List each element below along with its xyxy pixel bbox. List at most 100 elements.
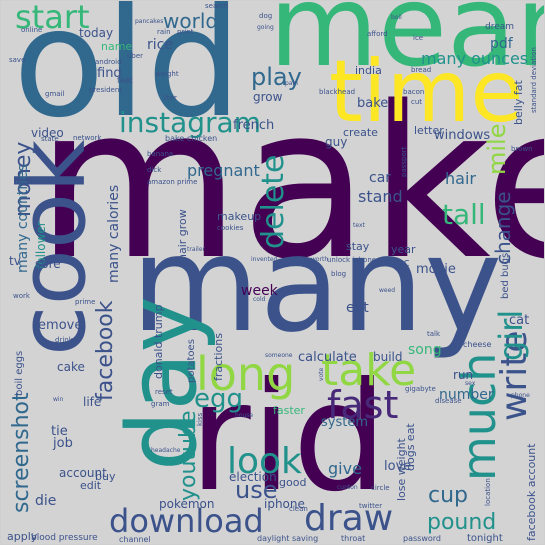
word-create: create [343, 126, 378, 139]
word-dog: dog [259, 12, 273, 20]
word-blog: blog [331, 270, 347, 278]
word-pound: pound [427, 510, 497, 535]
word-dream: dream [485, 22, 515, 32]
word-calculate: calculate [298, 350, 357, 365]
word-facebook: facebook [93, 300, 118, 401]
word-print: print [177, 28, 194, 36]
word-password: password [403, 534, 441, 543]
word-pregnant: pregnant [187, 161, 260, 180]
word-french: french [233, 118, 275, 133]
word-throat: throat [341, 534, 366, 543]
word-buy: buy [95, 470, 116, 483]
word-afford: afford [367, 30, 388, 38]
word-trailer: trailer [187, 246, 205, 253]
word-circle: circle [371, 484, 390, 492]
word-system: system [321, 415, 368, 430]
word-long: long [196, 347, 296, 401]
word-feet: feet [117, 76, 133, 85]
word-download: download [109, 502, 264, 540]
word-week: week [241, 283, 278, 299]
word-save: save [9, 56, 26, 64]
word-grow: grow [253, 90, 283, 104]
word-pokemon: pokemon [159, 497, 215, 511]
word-cunton: cunton [337, 484, 358, 491]
word-cheese: cheese [463, 340, 492, 349]
word-clean: clean [289, 505, 308, 513]
word-cut: cut [411, 98, 423, 106]
word-year: year [391, 243, 416, 256]
word-gram: gram [151, 400, 170, 408]
word-potatoes: potatoes [186, 339, 197, 383]
word-work: work [13, 292, 30, 300]
word-start: start [15, 0, 90, 36]
word-channel: channel [119, 535, 151, 544]
word-windows: windows [434, 128, 491, 143]
word-tv: tv [9, 254, 21, 268]
word-unlock-iphone: unlock iphone [327, 256, 377, 264]
word-phone: phone [511, 392, 530, 399]
word-stand: stand [358, 187, 403, 206]
word-mean: mean [269, 0, 544, 92]
word-blood-pressure: blood pressure [31, 533, 98, 543]
word-letter: letter [414, 124, 444, 137]
word-find: find [97, 66, 122, 81]
word-world: world [163, 9, 219, 33]
word-love: love [384, 459, 412, 474]
word-search: search [205, 2, 229, 10]
word-election: election [229, 470, 277, 484]
word-passport: passport [400, 146, 408, 177]
word-remove: remove [33, 318, 83, 333]
word-invented: invented [251, 256, 278, 263]
word-gmail: gmail [45, 90, 65, 98]
word-take: take [321, 345, 417, 396]
word-vote: vote [318, 367, 325, 381]
word-dogs-eat: dogs eat [404, 423, 417, 471]
word-screenshot: screenshot [9, 392, 34, 513]
word-look: look [227, 441, 302, 482]
word-cake: cake [57, 360, 85, 374]
word-android: android [95, 58, 122, 66]
word-good: good [279, 476, 307, 489]
word-pdf: pdf [490, 36, 513, 52]
word-cat: cat [509, 313, 530, 328]
word-many: many [131, 208, 503, 362]
word-car: car [369, 170, 392, 186]
word-bed-bugs: bed bugs [500, 252, 511, 299]
word-tonight: tonight [467, 533, 503, 544]
word-boil: boil [391, 14, 402, 21]
word-banana: banana [147, 150, 174, 158]
word-stay: stay [346, 240, 370, 253]
word-number: number [439, 387, 494, 403]
word-cup: cup [428, 483, 469, 508]
word-president: president [89, 86, 122, 94]
word-blackhead: blackhead [319, 88, 356, 96]
word-sore: sore [35, 257, 61, 271]
word-bake: bake [357, 96, 389, 111]
word-egg: egg [194, 384, 244, 414]
word-tall: tall [442, 198, 486, 231]
word-weed: weed [379, 287, 396, 294]
word-standard-deviation: standard deviation [530, 47, 538, 113]
word-talk: talk [427, 330, 441, 338]
word-eat: eat [346, 300, 369, 316]
word-disease: disease [435, 397, 462, 405]
word-fast: fast [327, 383, 399, 427]
word-account: account [59, 466, 107, 480]
word-state: state [41, 135, 59, 143]
word-weight: weight [155, 70, 179, 78]
word-gigabyte: gigabyte [405, 385, 436, 393]
word-rain: rain [157, 28, 171, 36]
word-faster: faster [273, 404, 305, 417]
word-reset: reset [155, 388, 173, 396]
word-iphone: iphone [264, 497, 305, 511]
word-network: network [73, 134, 102, 142]
word-someone: someone [265, 352, 293, 359]
word-online: online [21, 26, 43, 34]
word-pancakes: pancakes [135, 18, 164, 25]
word-job: job [53, 436, 73, 451]
word-daylight-saving: daylight saving [257, 534, 319, 543]
word-pain: pain [285, 80, 298, 87]
word-hair: hair [445, 169, 476, 188]
word-use: use [235, 476, 278, 504]
